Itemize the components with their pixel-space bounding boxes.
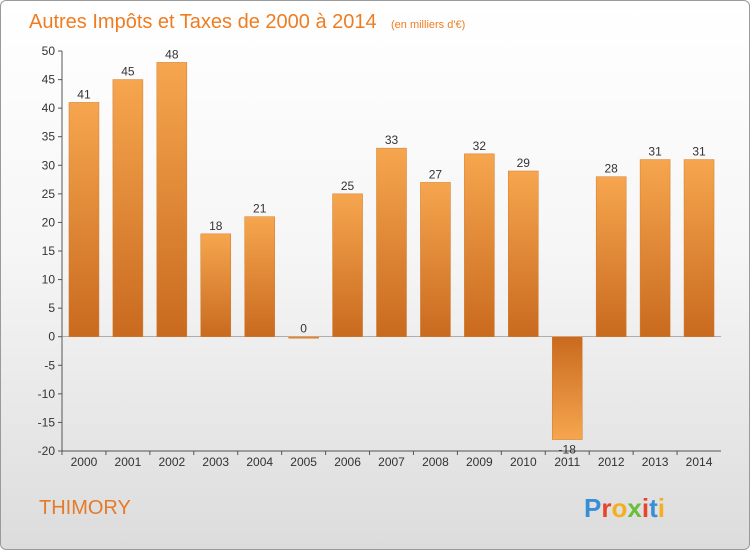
x-tick-label: 2004 — [246, 455, 273, 469]
bar-2011 — [551, 336, 583, 440]
bar-2005 — [288, 336, 319, 339]
value-label-2008: 27 — [429, 167, 443, 181]
bar-2004 — [244, 216, 275, 337]
chart-title: Autres Impôts et Taxes de 2000 à 2014 — [29, 11, 377, 33]
value-label-2004: 21 — [253, 202, 267, 216]
y-tick-label: 5 — [48, 301, 55, 315]
bar-2000 — [68, 102, 100, 337]
x-tick-label: 2002 — [158, 455, 185, 469]
y-tick-label: 15 — [42, 244, 56, 258]
value-label-2013: 31 — [648, 145, 662, 159]
y-tick-label: -5 — [44, 358, 55, 372]
value-label-2003: 18 — [209, 219, 223, 233]
logo-letter: P — [584, 493, 601, 523]
logo-letter: r — [601, 493, 611, 523]
value-label-2002: 48 — [165, 47, 179, 61]
chart-subtitle: (en milliers d'€) — [391, 19, 465, 31]
y-tick-label: 10 — [42, 273, 56, 287]
bar-2001 — [112, 79, 144, 337]
y-tick-label: 0 — [48, 330, 55, 344]
bar-2014 — [683, 159, 715, 337]
bar-2003 — [200, 233, 232, 337]
value-label-2005: 0 — [300, 322, 307, 336]
commune-name: THIMORY — [39, 497, 131, 519]
x-tick-label: 2001 — [115, 455, 142, 469]
x-tick-label: 2008 — [422, 455, 449, 469]
value-label-2001: 45 — [121, 65, 135, 79]
bar-2009 — [464, 153, 495, 337]
bar-2010 — [508, 170, 539, 337]
x-tick-label: 2005 — [290, 455, 317, 469]
x-tick-label: 2010 — [510, 455, 537, 469]
bar-2006 — [332, 193, 363, 337]
y-tick-label: 35 — [42, 130, 56, 144]
bars-group — [68, 62, 715, 440]
x-tick-label: 2009 — [466, 455, 493, 469]
x-tick-label: 2003 — [202, 455, 229, 469]
y-tick-label: 45 — [42, 73, 56, 87]
logo-letter: x — [627, 493, 642, 523]
value-label-2007: 33 — [385, 133, 399, 147]
y-tick-label: -10 — [38, 387, 56, 401]
bar-2002 — [156, 62, 188, 337]
bar-2013 — [639, 159, 671, 337]
value-label-2000: 41 — [77, 87, 91, 101]
y-tick-label: 25 — [42, 187, 56, 201]
x-tick-label: 2013 — [642, 455, 669, 469]
value-label-2012: 28 — [604, 162, 618, 176]
x-tick-label: 2007 — [378, 455, 405, 469]
value-label-2011: -18 — [559, 443, 577, 457]
value-label-2014: 31 — [692, 145, 706, 159]
value-label-2006: 25 — [341, 179, 355, 193]
value-label-2010: 29 — [517, 156, 531, 170]
x-tick-label: 2000 — [71, 455, 98, 469]
y-tick-label: -15 — [38, 415, 56, 429]
logo-letter: i — [642, 493, 649, 523]
logo-letter: t — [649, 493, 658, 523]
value-label-2009: 32 — [473, 139, 487, 153]
y-tick-label: 20 — [42, 215, 56, 229]
x-tick-label: 2012 — [598, 455, 625, 469]
logo-letter: o — [611, 493, 627, 523]
y-tick-label: 50 — [42, 44, 56, 58]
proxiti-logo: Proxiti — [584, 493, 665, 523]
bar-2008 — [420, 182, 451, 337]
x-tick-label: 2014 — [686, 455, 713, 469]
bar-2012 — [595, 176, 627, 337]
y-tick-label: 40 — [42, 101, 56, 115]
x-tick-label: 2011 — [554, 455, 580, 469]
value-labels-group: 41 45 48 18 21 0 25 33 27 32 29 -18 28 31 31 — [77, 47, 706, 456]
y-tick-label: 30 — [42, 158, 56, 172]
logo-letter: i — [658, 493, 665, 523]
y-tick-label: -20 — [38, 444, 56, 458]
x-tick-label: 2006 — [334, 455, 361, 469]
bar-2007 — [376, 147, 407, 337]
